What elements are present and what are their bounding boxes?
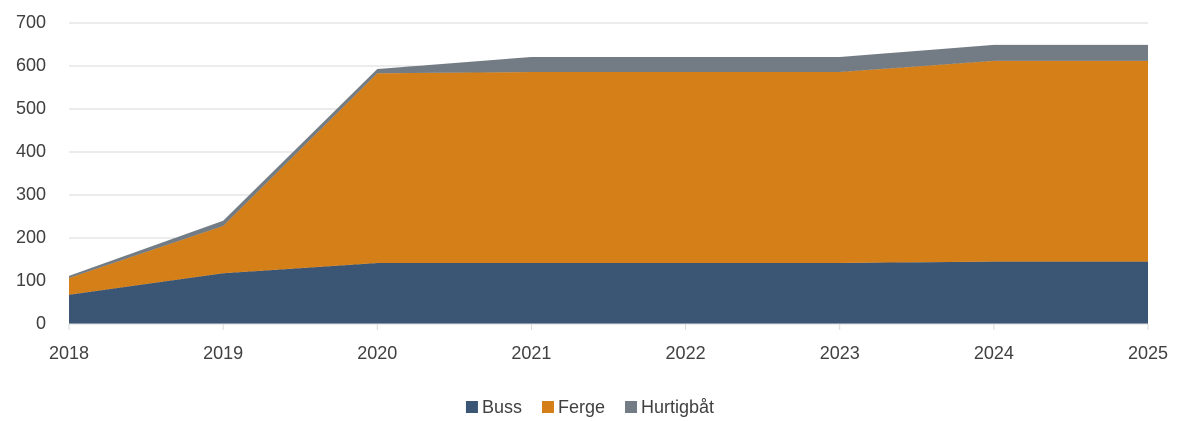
y-tick-label: 600: [16, 55, 46, 75]
x-tick-label: 2023: [820, 343, 860, 363]
legend-swatch: [465, 401, 478, 413]
y-tick-label: 300: [16, 184, 46, 204]
x-tick-label: 2021: [511, 343, 551, 363]
y-tick-label: 200: [16, 227, 46, 247]
x-tick-label: 2020: [357, 343, 397, 363]
y-tick-label: 100: [16, 270, 46, 290]
x-tick-label: 2025: [1128, 343, 1168, 363]
x-tick-label: 2024: [974, 343, 1014, 363]
legend-label: Hurtigbåt: [641, 397, 714, 417]
area: [69, 261, 1148, 324]
legend-label: Buss: [482, 397, 522, 417]
legend-swatch: [541, 401, 554, 413]
x-tick-label: 2019: [203, 343, 243, 363]
y-tick-label: 400: [16, 141, 46, 161]
area: [69, 44, 1148, 278]
x-tick-label: 2018: [49, 343, 89, 363]
y-tick-label: 700: [16, 12, 46, 32]
legend-label: Ferge: [558, 397, 605, 417]
y-tick-label: 0: [36, 313, 46, 333]
area: [69, 60, 1148, 295]
x-tick-label: 2022: [666, 343, 706, 363]
legend-swatch: [625, 401, 638, 413]
y-tick-label: 500: [16, 98, 46, 118]
